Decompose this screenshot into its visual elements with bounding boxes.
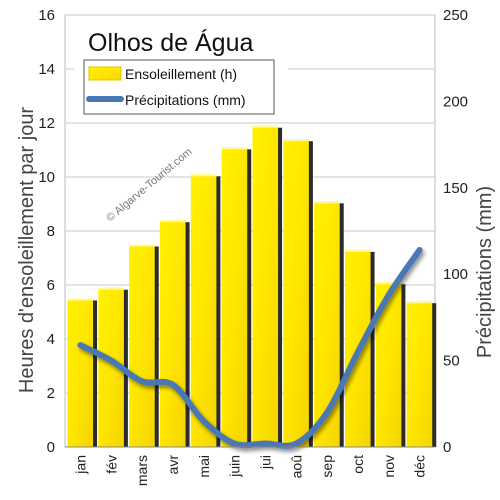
bar-mai	[190, 174, 217, 448]
bar-highlight	[375, 282, 402, 285]
bar-jui	[252, 125, 279, 447]
precipitation-line	[77, 247, 423, 449]
y-right-tick-label: 100	[443, 266, 468, 283]
x-tick-label: nov	[381, 455, 397, 478]
y-right-tick-label: 200	[443, 93, 468, 110]
x-tick-label: sep	[319, 455, 335, 478]
bar-highlight	[159, 220, 186, 223]
y-right-tick-label: 50	[443, 353, 460, 370]
bar-highlight	[406, 301, 433, 304]
bar-highlight	[129, 244, 155, 247]
x-tick-label: déc	[412, 455, 428, 478]
y-left-tick-label: 6	[47, 277, 55, 294]
bar-highlight	[252, 125, 279, 128]
x-tick-label: mai	[196, 455, 212, 478]
bar-aoû	[283, 139, 309, 447]
x-tick-label: jan	[72, 455, 88, 475]
y-right-tick-label: 150	[443, 180, 468, 197]
bar-avr	[159, 220, 186, 447]
y-right-tick-label: 0	[443, 439, 451, 456]
y-left-tick-label: 10	[38, 169, 55, 186]
x-tick-label: juin	[227, 455, 243, 478]
x-tick-label: mars	[134, 455, 150, 486]
legend: Olhos de Água Ensoleillement (h) Précipi…	[74, 17, 288, 119]
axes: 0 2 4 6 8 10 12 14 16 0 50 100 150 200 250 jan fév mars av…	[38, 7, 468, 486]
bar-highlight	[344, 249, 371, 252]
bar-highlight	[98, 287, 124, 290]
x-tick-label: jui	[257, 455, 273, 470]
bar-highlight	[221, 147, 248, 150]
chart-title: Olhos de Água	[88, 28, 253, 57]
bar-highlight	[190, 174, 217, 177]
y-left-tick-label: 14	[38, 61, 55, 78]
x-tick-label: avr	[165, 455, 181, 475]
y-left-tick-label: 2	[47, 385, 55, 402]
y-right-tick-label: 250	[443, 7, 468, 24]
legend-label-sunshine: Ensoleillement (h)	[125, 66, 237, 82]
bar-juin	[221, 147, 248, 448]
bar-jan	[67, 298, 94, 447]
y-left-tick-label: 12	[38, 115, 55, 132]
watermark-text: © Algarve-Tourist.com	[104, 146, 194, 224]
x-tick-label: fév	[103, 455, 119, 474]
y-axis-left-title: Heures d'ensoleillement par jour	[16, 107, 38, 394]
bar-déc	[406, 301, 433, 447]
y-axis-right-title: Précipitations (mm)	[474, 186, 496, 358]
bar-highlight	[314, 201, 340, 204]
y-left-tick-label: 4	[47, 331, 55, 348]
y-left-tick-label: 8	[47, 223, 55, 240]
legend-swatch-sunshine	[88, 66, 122, 81]
legend-label-precipitation: Précipitations (mm)	[125, 92, 246, 108]
y-left-tick-label: 0	[47, 439, 55, 456]
bar-highlight	[283, 139, 309, 142]
precipitation-line-group	[77, 247, 423, 449]
bar-highlight	[67, 298, 94, 301]
x-tick-label: aoû	[288, 455, 304, 478]
bar-mars	[129, 244, 155, 447]
y-left-tick-label: 16	[38, 7, 55, 24]
bar-sep	[314, 201, 340, 447]
sunshine-bars	[67, 125, 437, 448]
x-tick-label: oct	[350, 455, 366, 474]
